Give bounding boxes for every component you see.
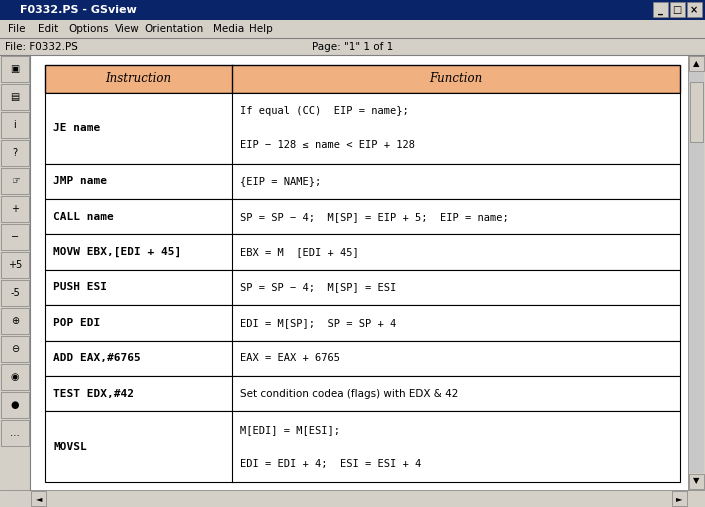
Text: ADD EAX,#6765: ADD EAX,#6765 (53, 353, 141, 363)
Bar (45, 199, 680, 234)
Text: {EIP = NAME};: {EIP = NAME}; (240, 176, 321, 187)
Text: Function: Function (429, 73, 483, 86)
Bar (1, 196, 29, 222)
Text: File: File (8, 24, 25, 34)
Text: EDI = EDI + 4;  ESI = ESI + 4: EDI = EDI + 4; ESI = ESI + 4 (240, 459, 422, 468)
Bar (690, 82, 703, 142)
Text: ◄: ◄ (36, 494, 42, 503)
Bar (1, 392, 29, 418)
Text: CALL name: CALL name (53, 212, 114, 222)
Text: JMP name: JMP name (53, 176, 107, 187)
Bar (45, 376, 680, 411)
Bar (1, 308, 29, 334)
Bar (1, 252, 29, 278)
Text: ▣: ▣ (11, 64, 20, 74)
Bar (0, 20, 705, 38)
Text: If equal (CC)  EIP = name};: If equal (CC) EIP = name}; (240, 106, 409, 117)
Text: −: − (11, 232, 19, 242)
Text: SP = SP − 4;  M[SP] = EIP + 5;  EIP = name;: SP = SP − 4; M[SP] = EIP + 5; EIP = name… (240, 212, 509, 222)
Bar (45, 164, 680, 199)
Bar (45, 234, 680, 270)
Text: EBX = M  [EDI + 45]: EBX = M [EDI + 45] (240, 247, 359, 257)
Text: EIP − 128 ≤ name < EIP + 128: EIP − 128 ≤ name < EIP + 128 (240, 140, 415, 151)
Text: ▲: ▲ (693, 59, 700, 68)
Bar (45, 305, 680, 341)
Text: JE name: JE name (53, 123, 100, 133)
Bar (687, 2, 702, 17)
Bar (45, 341, 680, 376)
Bar (1, 280, 29, 306)
Bar (1, 420, 29, 446)
Bar (689, 474, 704, 489)
Text: View: View (114, 24, 140, 34)
Text: □: □ (673, 5, 682, 15)
Text: Help: Help (248, 24, 272, 34)
Text: ☞: ☞ (11, 176, 19, 186)
Bar (1, 364, 29, 390)
Text: F0332.PS - GSview: F0332.PS - GSview (20, 5, 137, 15)
Text: M[EDI] = M[ESI];: M[EDI] = M[ESI]; (240, 425, 341, 434)
Text: ◉: ◉ (11, 372, 19, 382)
Text: ⊕: ⊕ (11, 316, 19, 326)
Bar (653, 2, 668, 17)
Bar (1, 84, 29, 110)
Bar (1, 56, 29, 82)
Text: ?: ? (13, 148, 18, 158)
Text: MOVSL: MOVSL (53, 442, 87, 452)
Text: ▤: ▤ (11, 92, 20, 102)
Bar (1, 168, 29, 194)
Text: i: i (13, 120, 16, 130)
Text: Media: Media (213, 24, 244, 34)
Bar (689, 72, 704, 473)
Text: +5: +5 (8, 260, 22, 270)
Bar (31, 491, 46, 506)
Bar (0, 38, 705, 55)
Text: ×: × (690, 5, 698, 15)
Text: Options: Options (68, 24, 109, 34)
Bar (45, 65, 680, 93)
Text: MOVW EBX,[EDI + 45]: MOVW EBX,[EDI + 45] (53, 247, 181, 257)
Text: EAX = EAX + 6765: EAX = EAX + 6765 (240, 353, 341, 363)
Bar (0, 490, 705, 507)
Bar (672, 491, 687, 506)
Text: ▼: ▼ (693, 477, 700, 486)
Bar (1, 140, 29, 166)
Text: File: F0332.PS: File: F0332.PS (5, 42, 78, 52)
Bar (45, 270, 680, 305)
Text: TEST EDX,#42: TEST EDX,#42 (53, 388, 134, 399)
Text: -5: -5 (10, 288, 20, 298)
Bar (670, 2, 685, 17)
Text: Orientation: Orientation (145, 24, 204, 34)
Bar (1, 336, 29, 362)
Bar (45, 411, 680, 482)
Bar (0, 0, 705, 20)
Text: _: _ (658, 5, 663, 15)
Bar (30, 55, 688, 490)
Text: EDI = M[SP];  SP = SP + 4: EDI = M[SP]; SP = SP + 4 (240, 318, 397, 328)
Text: SP = SP − 4;  M[SP] = ESI: SP = SP − 4; M[SP] = ESI (240, 282, 397, 293)
Text: +: + (11, 204, 19, 214)
Text: POP EDI: POP EDI (53, 318, 100, 328)
Bar (689, 56, 704, 71)
Text: Page: "1" 1 of 1: Page: "1" 1 of 1 (312, 42, 393, 52)
Text: ⊖: ⊖ (11, 344, 19, 354)
Text: …: … (10, 428, 20, 438)
Text: ►: ► (676, 494, 682, 503)
Text: Instruction: Instruction (106, 73, 172, 86)
Text: PUSH ESI: PUSH ESI (53, 282, 107, 293)
Bar (1, 224, 29, 250)
Text: ●: ● (11, 400, 19, 410)
Bar (0, 55, 30, 490)
Text: Set condition codea (flags) with EDX & 42: Set condition codea (flags) with EDX & 4… (240, 388, 459, 399)
Bar (688, 55, 705, 490)
Text: Edit: Edit (38, 24, 59, 34)
Bar (45, 93, 680, 164)
Bar (1, 112, 29, 138)
